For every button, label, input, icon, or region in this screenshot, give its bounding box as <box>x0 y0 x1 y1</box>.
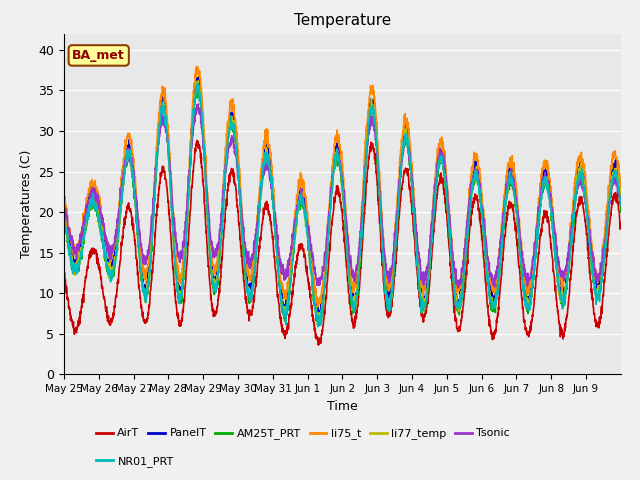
NR01_PRT <box>542 181 550 187</box>
NR01_PRT <box>314 324 322 330</box>
NR01_PRT <box>116 217 124 223</box>
PanelT <box>609 161 617 167</box>
AirT <box>116 263 124 268</box>
Tsonic <box>617 203 625 208</box>
li75_t <box>542 162 550 168</box>
li75_t <box>609 156 617 162</box>
Text: BA_met: BA_met <box>72 49 125 62</box>
AirT <box>376 228 384 233</box>
li75_t <box>511 170 518 176</box>
AM25T_PRT <box>116 220 124 226</box>
li77_temp <box>195 78 202 84</box>
PanelT <box>236 189 244 195</box>
li77_temp <box>511 183 518 189</box>
AirT <box>236 237 244 242</box>
AirT <box>314 342 322 348</box>
Tsonic <box>236 195 244 201</box>
NR01_PRT <box>617 202 625 207</box>
li77_temp <box>60 209 68 215</box>
PanelT <box>511 190 518 195</box>
li75_t <box>193 63 200 69</box>
li75_t <box>116 202 124 207</box>
PanelT <box>376 194 384 200</box>
Tsonic <box>542 176 550 181</box>
AM25T_PRT <box>376 205 384 211</box>
NR01_PRT <box>236 200 244 205</box>
Line: AirT: AirT <box>64 140 621 345</box>
Y-axis label: Temperatures (C): Temperatures (C) <box>20 150 33 258</box>
AirT <box>193 137 201 143</box>
Line: li75_t: li75_t <box>64 66 621 307</box>
Tsonic <box>116 204 124 209</box>
PanelT <box>116 207 124 213</box>
li75_t <box>60 204 68 209</box>
Tsonic <box>609 182 617 188</box>
Legend: NR01_PRT: NR01_PRT <box>92 451 178 471</box>
NR01_PRT <box>609 171 617 177</box>
li77_temp <box>116 221 124 227</box>
Line: li77_temp: li77_temp <box>64 81 621 320</box>
li77_temp <box>542 175 550 181</box>
AM25T_PRT <box>236 199 244 205</box>
li75_t <box>236 173 244 179</box>
AirT <box>511 215 518 221</box>
li75_t <box>376 180 384 186</box>
Tsonic <box>376 198 384 204</box>
NR01_PRT <box>194 81 202 86</box>
li77_temp <box>316 317 323 323</box>
Line: AM25T_PRT: AM25T_PRT <box>64 87 621 325</box>
AirT <box>542 215 550 220</box>
PanelT <box>195 74 202 80</box>
AM25T_PRT <box>542 179 550 185</box>
Tsonic <box>511 191 518 197</box>
NR01_PRT <box>60 220 68 226</box>
Tsonic <box>454 285 461 290</box>
li77_temp <box>236 192 244 198</box>
li75_t <box>617 184 625 190</box>
AM25T_PRT <box>194 84 202 90</box>
PanelT <box>316 317 324 323</box>
li77_temp <box>617 196 625 202</box>
NR01_PRT <box>511 190 518 195</box>
Title: Temperature: Temperature <box>294 13 391 28</box>
Tsonic <box>60 202 68 208</box>
AirT <box>60 269 68 275</box>
X-axis label: Time: Time <box>327 400 358 413</box>
li77_temp <box>376 203 384 209</box>
AM25T_PRT <box>511 192 518 197</box>
li77_temp <box>609 173 617 179</box>
AirT <box>609 193 617 199</box>
NR01_PRT <box>376 204 384 209</box>
AM25T_PRT <box>617 209 625 215</box>
PanelT <box>60 212 68 218</box>
PanelT <box>617 188 625 193</box>
PanelT <box>542 165 550 171</box>
Line: PanelT: PanelT <box>64 77 621 320</box>
AirT <box>617 222 625 228</box>
AM25T_PRT <box>60 214 68 219</box>
li75_t <box>314 304 321 310</box>
Tsonic <box>195 101 202 107</box>
AM25T_PRT <box>316 323 323 328</box>
Line: NR01_PRT: NR01_PRT <box>64 84 621 327</box>
AM25T_PRT <box>609 176 617 181</box>
Line: Tsonic: Tsonic <box>64 104 621 288</box>
